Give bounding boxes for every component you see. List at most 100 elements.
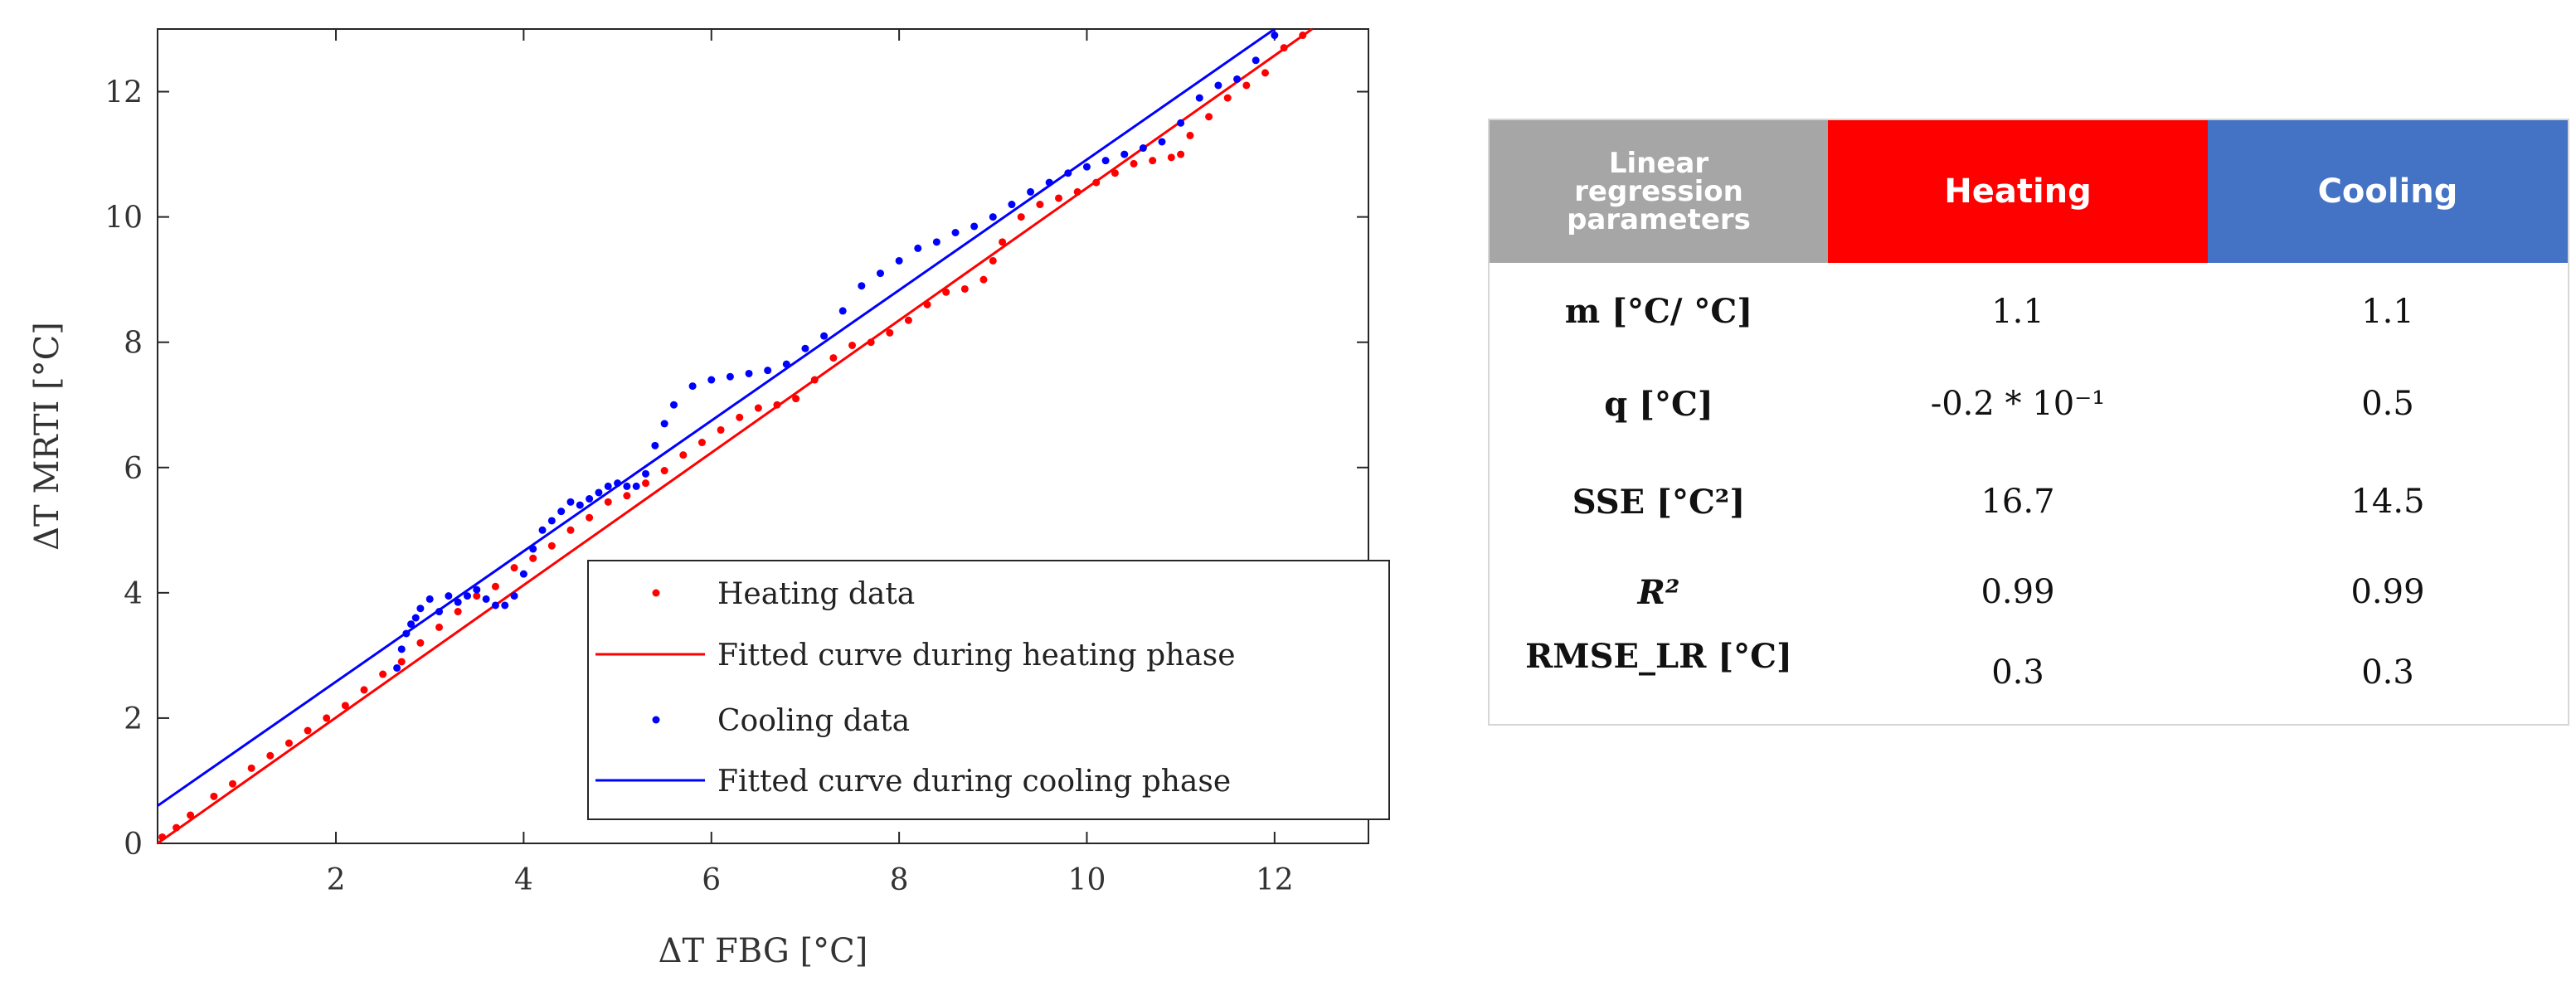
- legend-heating-fit: Fitted curve during heating phase: [717, 639, 1236, 673]
- cooling-point: [820, 332, 829, 340]
- heating-point: [266, 751, 275, 760]
- cooling-point: [1101, 157, 1110, 165]
- cooling-point: [566, 498, 575, 506]
- x-tick-label: 4: [514, 863, 533, 897]
- cooling-point: [604, 482, 612, 490]
- cooling-point: [529, 545, 537, 553]
- y-tick-label: 8: [124, 327, 143, 361]
- cooling-point: [858, 282, 866, 290]
- y-tick-label: 0: [124, 828, 143, 862]
- header-heating: Heating: [1828, 120, 2208, 263]
- legend: Heating data Fitted curve during heating…: [587, 560, 1390, 820]
- heating-point: [848, 341, 857, 349]
- heating-point: [1036, 201, 1044, 209]
- heating-point: [1177, 150, 1185, 158]
- heating-point: [1167, 153, 1175, 162]
- data-points: [158, 32, 1307, 841]
- cooling-point: [632, 482, 640, 490]
- heating-point: [1205, 113, 1213, 121]
- cooling-point: [547, 517, 556, 525]
- cooling-point: [491, 601, 499, 610]
- cooling-point: [425, 595, 434, 603]
- heating-point: [1186, 131, 1194, 139]
- legend-cooling-fit: Fitted curve during cooling phase: [717, 765, 1231, 799]
- x-tick-label: 6: [702, 863, 721, 897]
- cooling-point: [688, 382, 697, 391]
- heating-point: [1017, 213, 1025, 221]
- cooling-q: 0.5: [2361, 385, 2414, 423]
- cooling-point: [614, 479, 622, 488]
- cooling-fit-line: [157, 27, 1276, 807]
- x-tick-label: 12: [1256, 863, 1294, 897]
- heating-point: [547, 542, 556, 550]
- heating-point: [566, 526, 575, 534]
- cooling-point: [397, 645, 406, 653]
- table-row: R² 0.99 0.99: [1490, 551, 2568, 634]
- heating-point: [1261, 69, 1270, 77]
- heating-point: [773, 401, 781, 409]
- regression-chart: 2 4 6 8 10 12 0 2 4 6 8 10 12 ΔT FBG [°C] ΔT MRTI […: [28, 27, 1390, 970]
- cooling-point: [1233, 75, 1242, 83]
- cooling-point: [651, 441, 659, 449]
- heating-point: [999, 238, 1007, 246]
- cooling-point: [970, 222, 979, 231]
- legend-heating-marker: [652, 589, 660, 597]
- cooling-point: [895, 256, 903, 265]
- cooling-point: [782, 360, 790, 368]
- x-tick-label: 2: [327, 863, 346, 897]
- heating-point: [247, 764, 255, 772]
- heating-fit-line: [157, 27, 1313, 845]
- table-header-row: Linear regression parameters Heating Coo…: [1490, 120, 2568, 263]
- heating-point: [586, 513, 594, 522]
- cooling-point: [1271, 32, 1279, 40]
- heating-point: [1073, 187, 1081, 196]
- header-cooling: Cooling: [2208, 120, 2568, 263]
- cooling-point: [501, 601, 509, 610]
- param-q: q [°C]: [1604, 384, 1713, 424]
- heating-rmse: 0.3: [1991, 653, 2044, 692]
- heating-point: [1280, 44, 1288, 52]
- heating-point: [736, 413, 744, 421]
- cooling-point: [1027, 187, 1035, 196]
- regression-parameters-table: Linear regression parameters Heating Coo…: [1490, 120, 2568, 745]
- cooling-point: [838, 307, 847, 315]
- heating-point: [323, 714, 331, 722]
- heating-point: [754, 404, 762, 412]
- cooling-point: [932, 238, 940, 246]
- x-axis-label: ΔT FBG [°C]: [659, 932, 868, 970]
- cooling-rmse: 0.3: [2361, 653, 2414, 692]
- cooling-point: [707, 376, 716, 384]
- cooling-point: [538, 526, 547, 534]
- y-tick-label: 10: [104, 202, 143, 236]
- heating-point: [435, 623, 444, 631]
- cooling-point: [1064, 169, 1072, 177]
- param-m: m [°C/ °C]: [1564, 292, 1753, 331]
- heating-point: [697, 439, 706, 447]
- param-sse: SSE [°C²]: [1572, 482, 1746, 522]
- heating-point: [1130, 159, 1138, 168]
- heating-point: [397, 658, 406, 666]
- cooling-sse: 14.5: [2350, 483, 2425, 521]
- cooling-point: [1139, 144, 1147, 153]
- heating-q: -0.2 * 10⁻¹: [1930, 385, 2106, 423]
- heating-point: [341, 702, 349, 710]
- heating-point: [717, 425, 725, 434]
- heating-point: [904, 316, 912, 324]
- heating-point: [454, 608, 462, 616]
- cooling-point: [519, 570, 527, 578]
- cooling-point: [482, 595, 490, 603]
- cooling-point: [914, 244, 922, 252]
- heating-point: [529, 554, 537, 562]
- heating-point: [360, 686, 368, 694]
- heating-point: [960, 284, 969, 293]
- heating-m: 1.1: [1991, 292, 2044, 331]
- heating-point: [679, 451, 688, 459]
- cooling-point: [586, 495, 594, 503]
- heating-point: [173, 823, 181, 832]
- heating-point: [923, 300, 931, 308]
- x-tick-label: 8: [890, 863, 909, 897]
- cooling-point: [393, 663, 401, 672]
- heating-point: [473, 592, 481, 600]
- heating-point: [810, 376, 819, 384]
- cooling-point: [764, 367, 772, 375]
